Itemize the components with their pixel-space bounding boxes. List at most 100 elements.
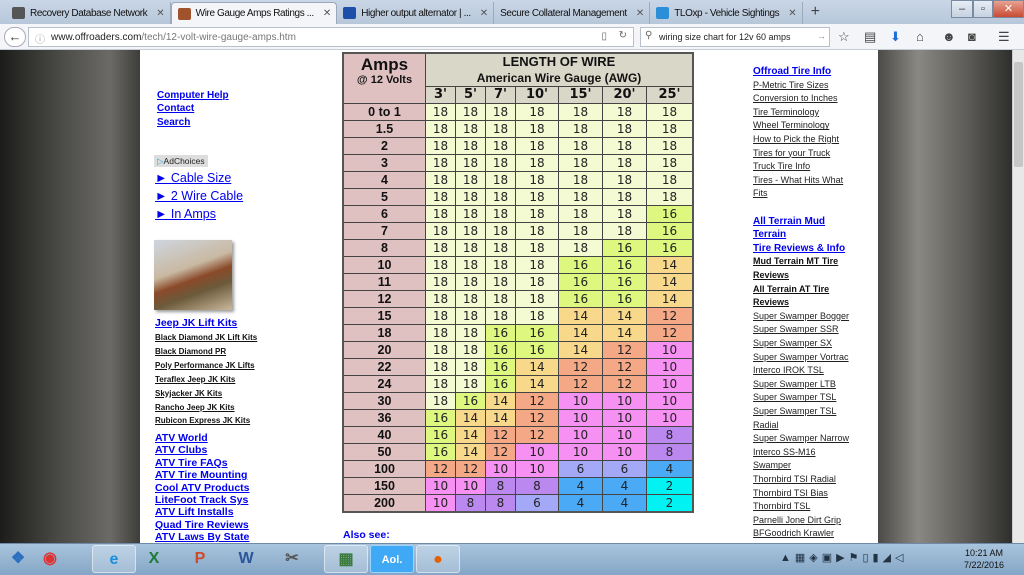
atv-link[interactable]: ATV Tire FAQs — [155, 456, 228, 469]
right-link[interactable]: Wheel Terminology — [753, 120, 830, 131]
right-link[interactable]: Swamper — [753, 460, 792, 471]
left-link[interactable]: Computer Help — [157, 90, 229, 101]
left-link[interactable]: Contact — [157, 103, 195, 114]
search-input[interactable]: ⚲ wiring size chart for 12v 60 amps → — [640, 27, 830, 47]
tab-close-icon[interactable]: ✕ — [322, 8, 332, 19]
tab-close-icon[interactable]: ✕ — [788, 7, 797, 19]
atv-link[interactable]: ATV Laws By State — [155, 531, 250, 544]
taskbar-firefox[interactable]: ● — [416, 545, 460, 573]
right-link[interactable]: Truck Tire Info — [753, 161, 811, 172]
right-link[interactable]: P-Metric Tire Sizes — [753, 79, 829, 90]
right-link[interactable]: Offroad Tire Info — [753, 66, 832, 77]
right-link[interactable]: Tire Reviews & Info — [753, 242, 846, 254]
right-link[interactable]: Super Swamper TSL — [753, 406, 837, 416]
home-icon[interactable]: ⌂ — [916, 29, 924, 44]
jeep-heading-link[interactable]: Jeep JK Lift Kits — [155, 317, 238, 329]
right-link[interactable]: Tires for your Truck — [753, 147, 831, 158]
start-button[interactable]: ❖ — [4, 545, 32, 573]
taskbar-excel[interactable]: X — [132, 545, 176, 573]
tab-3[interactable]: Higher output alternator | ... ✕ — [337, 2, 495, 24]
right-link[interactable]: Terrain — [753, 229, 787, 241]
atv-link[interactable]: Quad Tire Reviews — [155, 518, 249, 531]
tab-close-icon[interactable]: ✕ — [156, 7, 165, 19]
new-tab-button[interactable]: + — [810, 3, 820, 20]
reload-icon[interactable]: ↻ — [618, 30, 627, 41]
taskbar-powerpoint[interactable]: P — [178, 545, 222, 573]
back-button[interactable]: ← — [4, 27, 26, 47]
right-link[interactable]: All Terrain AT Tire — [753, 283, 830, 294]
right-link[interactable]: Super Swamper TSL — [753, 392, 837, 403]
taskbar-chrome[interactable]: ◉ — [36, 545, 64, 573]
right-link[interactable]: Thornbird TSI Radial — [753, 474, 836, 484]
jeep-link[interactable]: Rancho Jeep JK Kits — [155, 402, 235, 412]
right-link[interactable]: Super Swamper Vortrac — [753, 351, 849, 362]
left-link[interactable]: Search — [157, 117, 191, 128]
tab-5[interactable]: TLOxp - Vehicle Sightings ✕ — [650, 2, 803, 24]
right-link[interactable]: Thornbird TSL — [753, 501, 811, 512]
ad-link[interactable]: ► Cable Size — [155, 171, 232, 185]
reader-view-icon[interactable]: ▯ — [601, 31, 607, 42]
right-link[interactable]: BFGoodrich Krawler — [753, 528, 835, 539]
atv-link[interactable]: LiteFoot Track Sys — [155, 494, 249, 506]
ad-link[interactable]: ► In Amps — [155, 207, 217, 221]
atv-link[interactable]: ATV Clubs — [155, 444, 208, 457]
taskbar-internet-explorer[interactable]: e — [92, 545, 136, 573]
right-link[interactable]: How to Pick the Right — [753, 134, 840, 144]
right-link[interactable]: Interco IROK TSL — [753, 365, 824, 376]
clock[interactable]: 10:21 AM 7/22/2016 — [964, 547, 1004, 571]
right-link[interactable]: Reviews — [753, 297, 790, 308]
right-link[interactable]: Super Swamper SSR — [753, 324, 839, 335]
go-arrow-icon[interactable]: → — [817, 31, 826, 41]
right-link[interactable]: Super Swamper Bogger — [753, 310, 850, 321]
menu-icon[interactable]: ☰ — [998, 29, 1010, 44]
downloads-icon[interactable]: ⬇ — [890, 29, 901, 44]
tab-1[interactable]: Recovery Database Network ✕ — [6, 2, 171, 24]
right-link[interactable]: Super Swamper SX — [753, 338, 833, 348]
atv-link[interactable]: ATV World — [155, 432, 208, 444]
right-link[interactable]: All Terrain Mud — [753, 215, 826, 227]
jeep-link[interactable]: Black Diamond JK Lift Kits — [155, 333, 258, 342]
right-link[interactable]: Super Swamper LTB — [753, 378, 836, 389]
right-link[interactable]: Parnelli Jone Dirt Grip — [753, 514, 842, 525]
bookmarks-list-icon[interactable]: ▤ — [864, 29, 877, 44]
hello-icon[interactable]: ☻ — [942, 29, 956, 44]
atv-link[interactable]: ATV Tire Mounting — [155, 469, 248, 482]
bookmark-star-icon[interactable]: ☆ — [838, 29, 850, 44]
system-tray-icons[interactable]: ▲▦◈▣▶⚑▯▮◢◁ — [780, 552, 908, 564]
tab-close-icon[interactable]: ✕ — [635, 7, 645, 19]
jeep-image[interactable] — [154, 240, 232, 310]
adchoices-badge[interactable]: ▷AdChoices — [154, 155, 208, 167]
atv-link[interactable]: ATV Lift Installs — [155, 506, 234, 519]
taskbar-snipping-tool[interactable]: ✂ — [270, 545, 314, 573]
right-link[interactable]: Fits — [753, 188, 768, 199]
atv-link[interactable]: Cool ATV Products — [155, 481, 250, 494]
scrollbar-thumb[interactable] — [1014, 62, 1023, 167]
tab-4[interactable]: Secure Collateral Management ✕ — [494, 2, 651, 24]
pocket-icon[interactable]: ◙ — [968, 29, 976, 44]
jeep-link[interactable]: Poly Performance JK Lifts — [155, 360, 255, 370]
right-link[interactable]: Thornbird TSI Bias — [753, 487, 828, 498]
close-window-button[interactable]: ✕ — [993, 0, 1024, 18]
jeep-link[interactable]: Black Diamond PR — [155, 346, 227, 356]
ad-link[interactable]: ► 2 Wire Cable — [155, 189, 244, 203]
jeep-link[interactable]: Skyjacker JK Kits — [155, 388, 223, 398]
right-link[interactable]: Radial — [753, 419, 779, 430]
right-link[interactable]: Tire Terminology — [753, 106, 820, 117]
minimize-button[interactable]: – — [951, 0, 973, 18]
right-link[interactable]: Interco SS-M16 — [753, 446, 816, 457]
jeep-link[interactable]: Teraflex Jeep JK Kits — [155, 374, 236, 384]
tab-close-icon[interactable]: ✕ — [479, 7, 489, 19]
right-link[interactable]: Mud Terrain MT Tire — [753, 256, 839, 267]
scrollbar[interactable] — [1012, 50, 1024, 543]
taskbar-maps-app[interactable]: ▦ — [324, 545, 368, 573]
right-link[interactable]: Super Swamper Narrow — [753, 433, 850, 444]
address-bar[interactable]: ⓘ www.offroaders.com/tech/12-volt-wire-ga… — [28, 27, 634, 47]
taskbar-aol[interactable]: Aol. — [370, 545, 414, 573]
right-link[interactable]: Conversion to Inches — [753, 93, 838, 104]
taskbar-word[interactable]: W — [224, 545, 268, 573]
jeep-link[interactable]: Rubicon Express JK Kits — [155, 416, 251, 426]
tab-2[interactable]: Wire Gauge Amps Ratings ... ✕ — [170, 2, 338, 24]
right-link[interactable]: Tires - What Hits What — [753, 174, 844, 185]
maximize-button[interactable]: ▫ — [973, 0, 993, 18]
right-link[interactable]: Reviews — [753, 270, 790, 280]
